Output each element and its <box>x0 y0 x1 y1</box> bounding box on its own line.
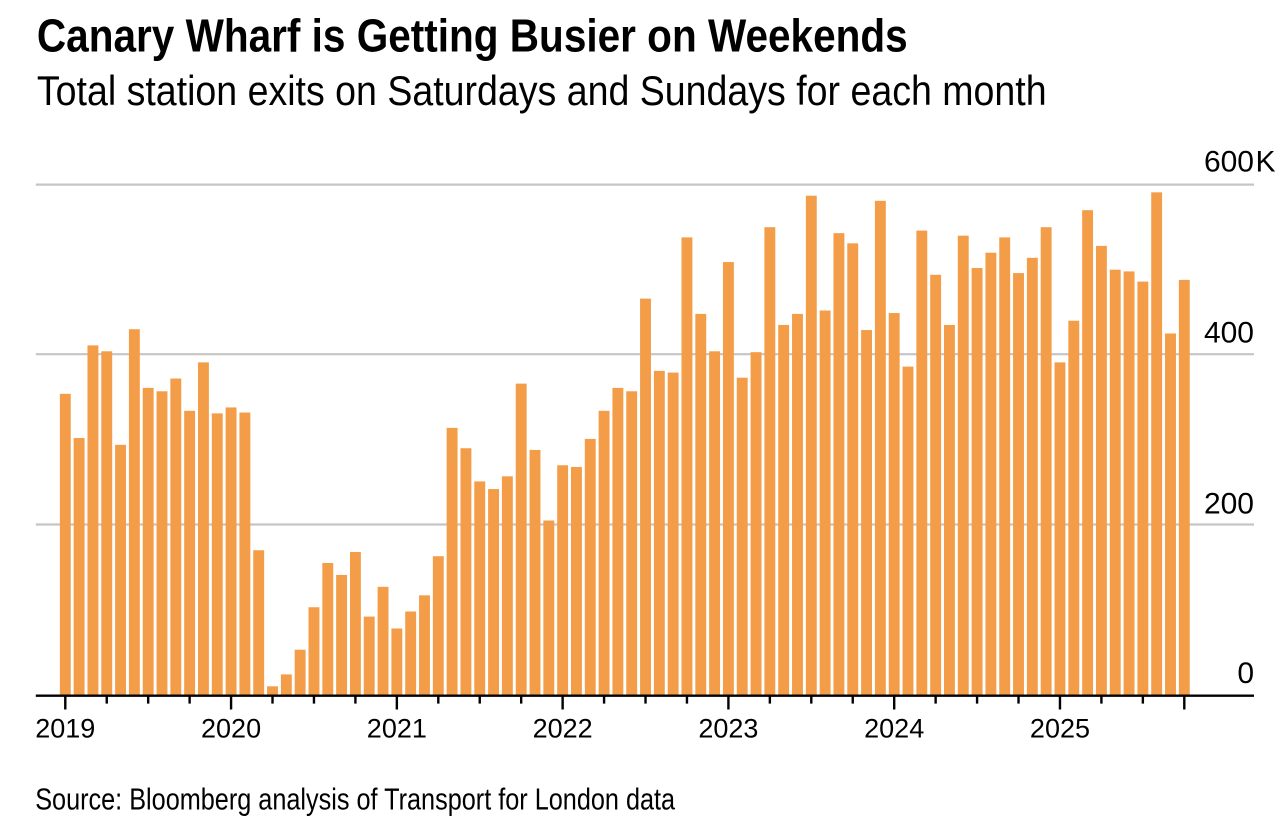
svg-text:2022: 2022 <box>533 713 593 743</box>
svg-text:2019: 2019 <box>35 713 95 743</box>
svg-text:Canary Wharf is Getting Busier: Canary Wharf is Getting Busier on Weeken… <box>37 10 908 62</box>
svg-text:2024: 2024 <box>864 713 924 743</box>
svg-text:600: 600 <box>1204 146 1254 179</box>
svg-text:Total station exits on Saturda: Total station exits on Saturdays and Sun… <box>37 67 1047 114</box>
svg-text:2025: 2025 <box>1030 713 1090 743</box>
svg-text:200: 200 <box>1204 488 1254 521</box>
svg-text:2020: 2020 <box>201 713 261 743</box>
svg-text:K: K <box>1256 146 1276 179</box>
svg-text:400: 400 <box>1204 317 1254 350</box>
svg-text:Source: Bloomberg analysis of: Source: Bloomberg analysis of Transport … <box>35 781 676 816</box>
svg-text:2023: 2023 <box>698 713 758 743</box>
svg-text:0: 0 <box>1237 657 1254 690</box>
svg-text:2021: 2021 <box>367 713 427 743</box>
